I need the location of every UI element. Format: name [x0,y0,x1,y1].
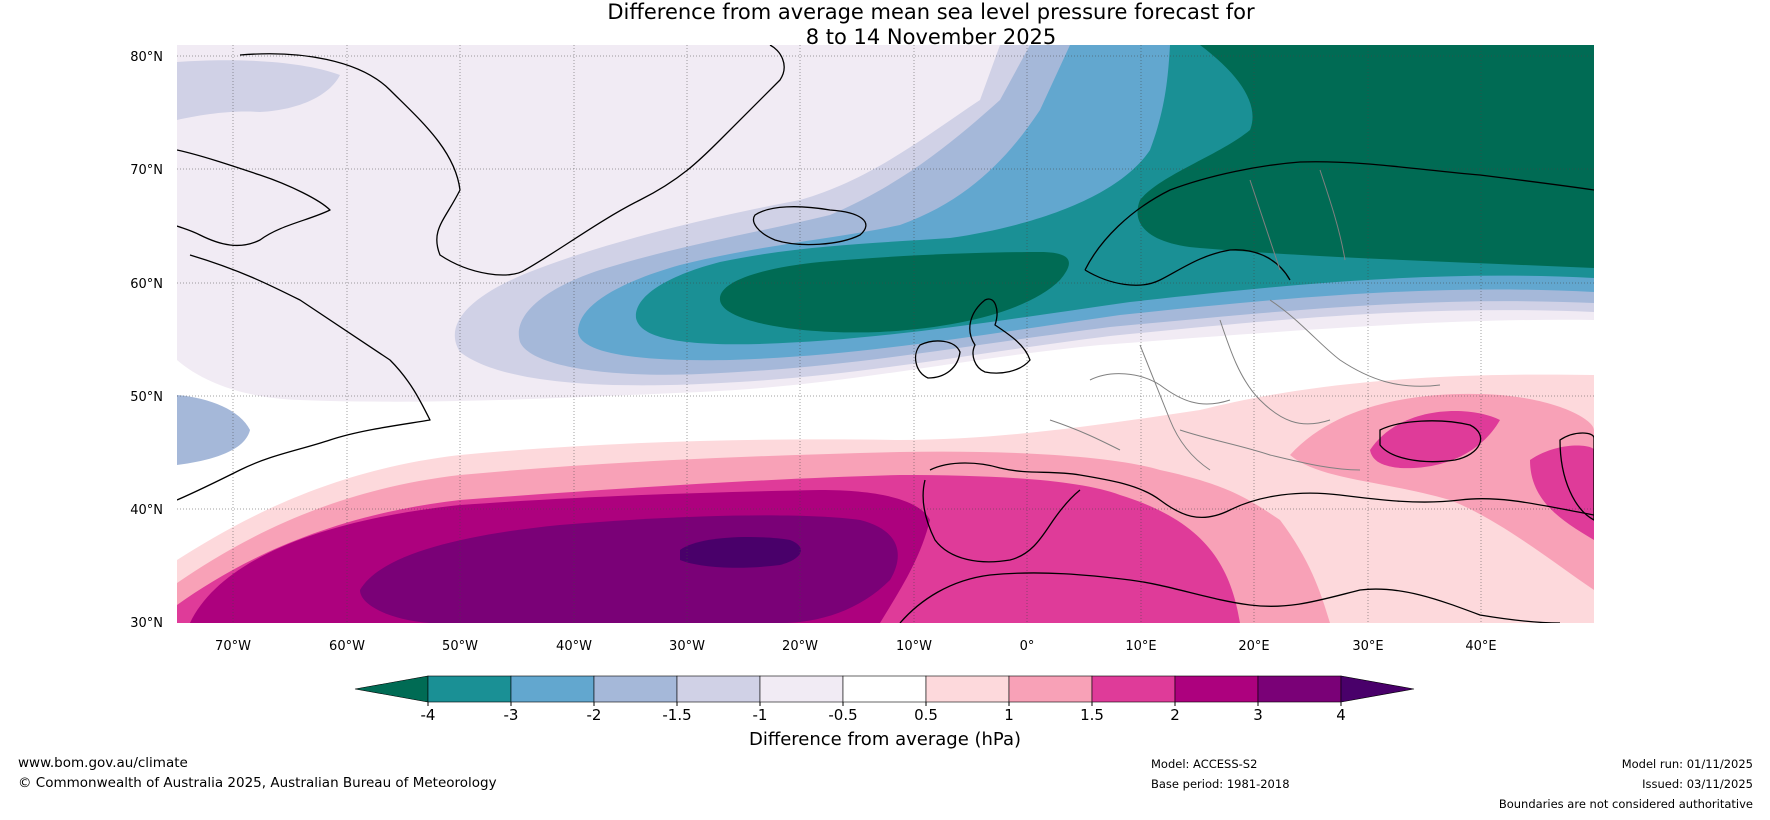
colorbar: -4 -3 -2 -1.5 -1 -0.5 0.5 1 1.5 2 3 4 Difference fr… [354,675,1415,750]
colorbar-tick-label: 1.5 [1080,706,1104,724]
colorbar-extend-high [1340,675,1415,703]
lon-label-70w: 70°W [215,639,251,654]
contour-neg-labrador [177,395,250,465]
colorbar-swatch [427,675,512,703]
lon-label-50w: 50°W [442,639,478,654]
lat-label-30: 30°N [130,616,163,631]
coastline-ireland [914,340,961,379]
colorbar-swatch [842,675,927,703]
lon-label-20e: 20°E [1238,639,1269,654]
coastlines [177,45,1594,623]
colorbar-ticks: -4 -3 -2 -1.5 -1 -0.5 0.5 1 1.5 2 3 4 [421,702,1346,724]
colorbar-tick-label: -2 [587,706,602,724]
coastline-north-africa [899,572,1561,623]
contour-neg-west-atl [177,60,340,120]
footer-issued: Issued: 03/11/2025 [1642,777,1753,791]
colorbar-tick-label: -1 [753,706,768,724]
contour-pos-1p5-east [1370,411,1500,469]
lat-label-60: 60°N [130,277,163,292]
colorbar-tick-label: 2 [1170,706,1180,724]
contour-pos-1p5-caspian [1530,445,1594,540]
map-title: Difference from average mean sea level p… [0,0,1770,50]
lon-label-60w: 60°W [329,639,365,654]
lon-label-40e: 40°E [1465,639,1496,654]
coastline-baffin [177,149,331,247]
colorbar-tick-label: 3 [1253,706,1263,724]
colorbar-swatch [1257,675,1342,703]
lon-label-0: 0° [1020,639,1035,654]
coastline-labrador [177,254,431,501]
contour-neg-4-east [1137,45,1594,268]
colorbar-title: Difference from average (hPa) [749,729,1021,750]
lat-axis: 80°N 70°N 60°N 50°N 40°N 30°N [130,50,163,631]
lat-label-80: 80°N [130,50,163,65]
lon-axis: 70°W 60°W 50°W 40°W 30°W 20°W 10°W 0° 10… [215,639,1497,654]
colorbar-tick-label: 4 [1336,706,1346,724]
footer-copyright: © Commonwealth of Australia 2025, Austra… [18,775,497,791]
country-borders [1049,169,1441,471]
footer-base-period: Base period: 1981-2018 [1151,777,1290,791]
lon-label-10e: 10°E [1125,639,1156,654]
lon-label-30w: 30°W [669,639,705,654]
footer-disclaimer: Boundaries are not considered authoritat… [1498,797,1753,811]
colorbar-swatch [759,675,844,703]
colorbar-swatches [354,675,1415,703]
footer-model-run: Model run: 01/11/2025 [1621,757,1753,771]
title-line-1: Difference from average mean sea level p… [607,0,1255,24]
colorbar-swatch [593,675,678,703]
colorbar-swatch [510,675,595,703]
contour-pos-4 [680,537,801,568]
lon-label-20w: 20°W [782,639,818,654]
colorbar-tick-label: -4 [421,706,436,724]
coastline-caspian [1559,432,1594,521]
colorbar-tick-label: -1.5 [662,706,691,724]
lat-label-50: 50°N [130,390,163,405]
coastline-iceland [752,206,867,246]
colorbar-swatch [676,675,761,703]
colorbar-tick-label: 0.5 [914,706,938,724]
colorbar-swatch [925,675,1010,703]
colorbar-tick-label: -3 [504,706,519,724]
colorbar-extend-low [354,675,429,703]
coastline-black-sea [1379,420,1482,463]
colorbar-swatch [1008,675,1093,703]
contour-pos-1-east [1290,393,1594,590]
colorbar-tick-label: -0.5 [828,706,857,724]
coastline-scandinavia [1084,161,1594,286]
coastline-greenland [239,45,785,276]
footer-model: Model: ACCESS-S2 [1151,757,1258,771]
coastline-iberia [922,479,1081,563]
footer-url: www.bom.gov.au/climate [18,755,188,771]
lon-label-30e: 30°E [1352,639,1383,654]
lon-label-40w: 40°W [556,639,592,654]
lat-label-40: 40°N [130,503,163,518]
colorbar-tick-label: 1 [1004,706,1014,724]
coastline-europe [929,462,1594,519]
colorbar-swatch [1091,675,1176,703]
lat-label-70: 70°N [130,163,163,178]
lon-label-10w: 10°W [896,639,932,654]
coastline-britain [969,298,1031,374]
map-gridlines [177,45,1594,623]
pressure-anomaly-map [177,45,1594,623]
contour-neg-4-west [719,252,1069,333]
colorbar-swatch [1174,675,1259,703]
